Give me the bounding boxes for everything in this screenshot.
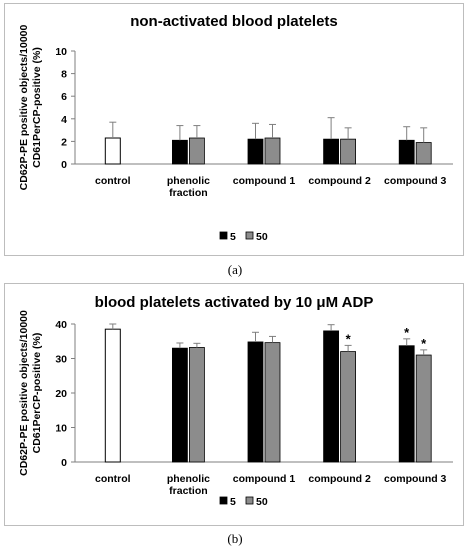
x-tick-label-line: compound 1 [233, 175, 296, 187]
y-tick-label: 10 [55, 46, 67, 58]
x-tick-label: phenolic fraction [167, 473, 210, 497]
y-axis-label-line: CD61PerCP-positive (%) [31, 333, 43, 454]
bar-series-50 [264, 137, 281, 165]
significance-marker: * [421, 336, 427, 351]
x-tick-label: compound 1 [233, 473, 296, 485]
chart-panel-a: non-activated blood platelets CD62P-PE po… [4, 3, 464, 256]
y-tick-label: 10 [55, 423, 67, 435]
x-tick-label: control [95, 175, 131, 187]
bar-series-5 [171, 347, 188, 463]
legend-label-50: 50 [256, 496, 268, 508]
bar-series-50 [415, 142, 432, 165]
bar-series-5 [398, 139, 415, 165]
bar-series-5 [247, 138, 264, 165]
significance-marker: * [404, 325, 410, 340]
legend-label-5: 5 [230, 231, 236, 243]
bar-series-50 [340, 138, 357, 165]
caption-b: (b) [227, 531, 243, 546]
chart-title: non-activated blood platelets [130, 13, 338, 30]
chart-panel-b: blood platelets activated by 10 μM ADP CD… [4, 283, 464, 526]
legend-swatch-50 [245, 496, 254, 505]
y-tick-label: 6 [61, 91, 67, 103]
x-tick-label: compound 2 [308, 175, 371, 187]
y-axis-label-line: CD62P-PE positive objects/10000 [18, 310, 30, 476]
y-axis-label-line: CD61PerCP-positive (%) [31, 47, 43, 168]
bar-control [104, 328, 121, 463]
x-tick-label: compound 1 [233, 175, 296, 187]
x-tick-label: compound 3 [384, 175, 447, 187]
y-tick-label: 20 [55, 388, 67, 400]
bar-series-50 [188, 347, 205, 463]
bar-series-5 [323, 330, 340, 463]
y-tick-label: 2 [61, 136, 67, 148]
bar-series-50 [188, 137, 205, 165]
y-tick-label: 8 [61, 69, 67, 81]
x-tick-label-line: fraction [169, 187, 208, 199]
x-tick-label-line: phenolic [167, 473, 210, 485]
y-tick-label: 0 [61, 159, 67, 171]
bar-series-5 [247, 341, 264, 463]
legend-swatch-50 [245, 231, 254, 240]
bar-series-5 [323, 138, 340, 165]
x-tick-label-line: compound 2 [308, 473, 371, 485]
bar-series-5 [398, 345, 415, 463]
x-tick-label-line: fraction [169, 485, 208, 497]
bar-series-5 [171, 139, 188, 165]
y-axis-label: CD62P-PE positive objects/10000CD61PerCP… [18, 24, 43, 190]
x-tick-label: phenolic fraction [167, 175, 210, 199]
y-tick-label: 4 [61, 114, 67, 126]
y-axis-label: CD62P-PE positive objects/10000CD61PerCP… [18, 310, 43, 476]
x-tick-label-line: compound 2 [308, 175, 371, 187]
legend-swatch-5 [219, 231, 228, 240]
legend-label-5: 5 [230, 496, 236, 508]
y-tick-label: 40 [55, 319, 67, 331]
bar-series-50 [340, 351, 357, 463]
x-tick-label-line: compound 3 [384, 473, 447, 485]
bar-control [104, 137, 121, 165]
bar-series-50 [415, 354, 432, 463]
caption-a: (a) [227, 262, 243, 277]
chart-b-svg: blood platelets activated by 10 μM ADP CD… [18, 294, 453, 508]
x-tick-label-line: phenolic [167, 175, 210, 187]
chart-a-svg: non-activated blood platelets CD62P-PE po… [18, 13, 453, 243]
chart-title: blood platelets activated by 10 μM ADP [95, 294, 374, 311]
significance-marker: * [346, 331, 352, 346]
y-tick-label: 30 [55, 354, 67, 366]
bar-series-50 [264, 342, 281, 463]
x-tick-label: control [95, 473, 131, 485]
legend-swatch-5 [219, 496, 228, 505]
x-tick-label: compound 2 [308, 473, 371, 485]
x-tick-label-line: control [95, 175, 131, 187]
x-tick-label: compound 3 [384, 473, 447, 485]
legend-label-50: 50 [256, 231, 268, 243]
y-axis-label-line: CD62P-PE positive objects/10000 [18, 24, 30, 190]
x-tick-label-line: control [95, 473, 131, 485]
y-tick-label: 0 [61, 457, 67, 469]
x-tick-label-line: compound 1 [233, 473, 296, 485]
x-tick-label-line: compound 3 [384, 175, 447, 187]
